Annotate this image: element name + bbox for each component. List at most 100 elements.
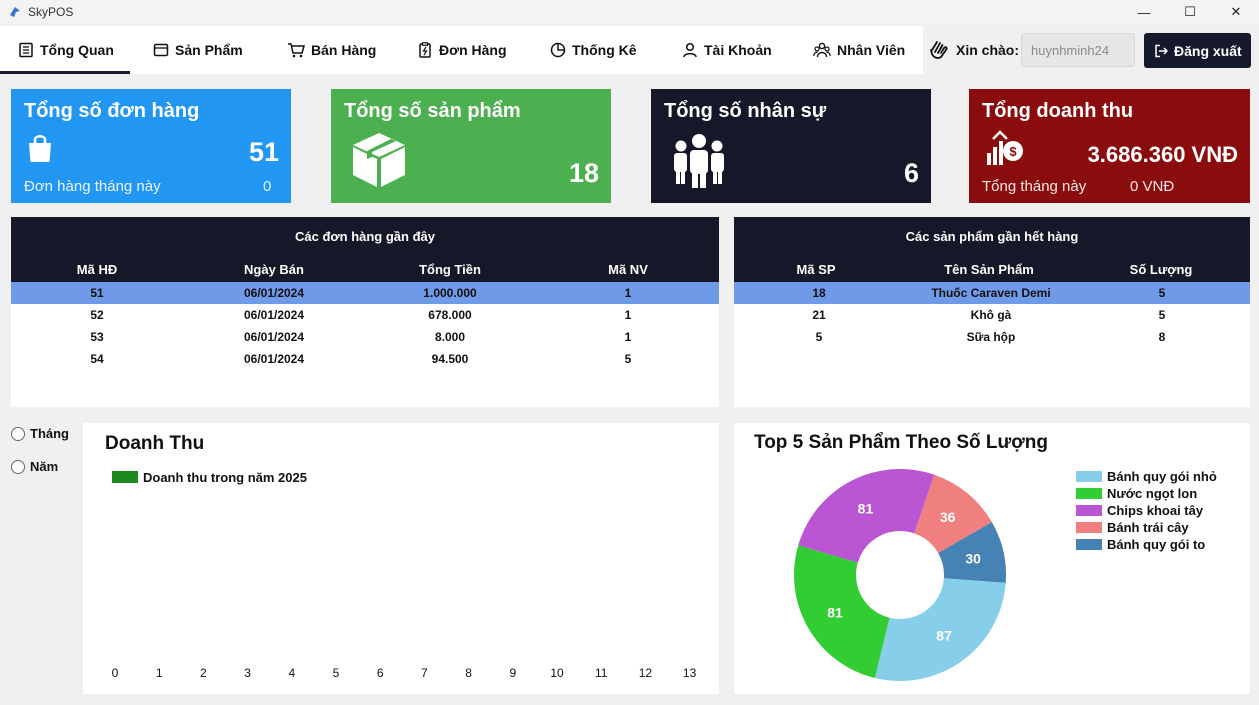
card-sub-value: 0 xyxy=(263,178,272,195)
table-cell: Thuốc Caraven Demi xyxy=(931,286,1051,300)
x-tick-label: 7 xyxy=(421,666,428,680)
receipt-icon xyxy=(419,42,431,58)
nav-orders[interactable]: Đơn Hàng xyxy=(417,26,507,74)
legend-label: Doanh thu trong năm 2025 xyxy=(143,470,307,485)
table-cell: Khô gà xyxy=(970,308,1012,322)
table-cell: 5 xyxy=(624,352,632,366)
table-row[interactable]: 5 Sữa hộp 8 xyxy=(734,326,1250,348)
table-cell: 1.000.000 xyxy=(423,286,477,300)
card-total-orders: Tổng số đơn hàng 51 Đơn hàng tháng này 0 xyxy=(11,89,291,203)
pie-slice[interactable] xyxy=(798,469,935,563)
nav-label: Tổng Quan xyxy=(40,42,114,58)
legend-label: Chips khoai tây xyxy=(1107,503,1204,518)
users-icon xyxy=(813,42,831,58)
column-header[interactable]: Ngày Bán xyxy=(244,262,304,277)
nav-label: Sản Phẩm xyxy=(175,42,243,58)
column-header[interactable]: Mã NV xyxy=(608,262,648,277)
table-row[interactable]: 54 06/01/2024 94.500 5 xyxy=(11,348,719,370)
low-stock-table: Các sản phẩm gần hết hàng Mã SP Tên Sản … xyxy=(734,217,1250,407)
table-cell: Sữa hộp xyxy=(966,330,1016,344)
nav-label: Bán Hàng xyxy=(311,42,377,58)
x-tick-label: 8 xyxy=(465,666,472,680)
maximize-button[interactable]: ☐ xyxy=(1184,4,1196,19)
table-cell: 8.000 xyxy=(434,330,466,344)
list-icon xyxy=(19,42,33,58)
username-field[interactable]: huynhminh24 xyxy=(1021,33,1135,67)
column-header[interactable]: Mã HĐ xyxy=(76,262,118,277)
card-title: Tổng số đơn hàng xyxy=(24,100,200,122)
column-header[interactable]: Mã SP xyxy=(796,262,836,277)
radio-label: Tháng xyxy=(30,426,69,441)
legend-swatch xyxy=(1076,522,1102,533)
pie-chart-icon xyxy=(550,42,566,58)
table-cell: 06/01/2024 xyxy=(243,352,305,366)
pie-slice[interactable] xyxy=(938,522,1006,583)
card-total-staff: Tổng số nhân sự 6 xyxy=(651,89,931,203)
pie-value-label: 30 xyxy=(965,550,981,566)
pie-value-label: 81 xyxy=(827,605,843,621)
table-cell: 1 xyxy=(624,330,632,344)
table-cell: 06/01/2024 xyxy=(243,330,305,344)
card-total-revenue: Tổng doanh thu $ 3.686.360 VNĐ Tổng thán… xyxy=(969,89,1250,203)
table-cell: 21 xyxy=(812,308,826,322)
column-header[interactable]: Tên Sản Phẩm xyxy=(944,262,1034,277)
nav-account[interactable]: Tài Khoản xyxy=(682,26,772,74)
table-row[interactable]: 18 Thuốc Caraven Demi 5 xyxy=(734,282,1250,304)
nav-label: Tài Khoản xyxy=(704,42,772,58)
legend-label: Bánh trái cây xyxy=(1107,520,1189,535)
nav-overview[interactable]: Tổng Quan xyxy=(18,26,114,74)
close-button[interactable]: ✕ xyxy=(1230,4,1242,19)
logout-button[interactable]: Đăng xuất xyxy=(1144,33,1251,68)
table-row[interactable]: 52 06/01/2024 678.000 1 xyxy=(11,304,719,326)
legend-label: Bánh quy gói nhỏ xyxy=(1107,469,1217,484)
team-icon xyxy=(674,134,724,188)
nav-sales[interactable]: Bán Hàng xyxy=(287,26,376,74)
month-radio[interactable]: Tháng xyxy=(11,426,69,441)
table-cell: 53 xyxy=(90,330,104,344)
table-title: Các đơn hàng gần đây xyxy=(295,229,435,244)
table-cell: 18 xyxy=(812,286,826,300)
legend-item: Bánh trái cây xyxy=(1076,520,1189,535)
table-cell: 06/01/2024 xyxy=(243,286,305,300)
legend-label: Nước ngọt lon xyxy=(1107,486,1198,501)
legend-item: Bánh quy gói nhỏ xyxy=(1076,469,1217,484)
nav-label: Nhân Viên xyxy=(837,42,906,58)
user-icon xyxy=(683,42,697,58)
pie-slice[interactable] xyxy=(794,545,890,678)
logout-icon xyxy=(1155,44,1168,57)
column-header[interactable]: Số Lượng xyxy=(1129,262,1193,277)
title-bar: SkyPOS — ☐ ✕ xyxy=(0,0,1259,24)
main-nav: Tổng Quan Sản Phẩm Bán Hàng Đơn Hàng Thố… xyxy=(0,26,923,74)
x-tick-label: 4 xyxy=(288,666,296,680)
year-radio[interactable]: Năm xyxy=(11,459,58,474)
x-tick-label: 0 xyxy=(111,666,119,680)
table-row[interactable]: 53 06/01/2024 8.000 1 xyxy=(11,326,719,348)
money-growth-icon: $ xyxy=(987,130,1023,165)
nav-staff[interactable]: Nhân Viên xyxy=(813,26,905,74)
card-title: Tổng số sản phẩm xyxy=(344,100,521,122)
legend-swatch xyxy=(1076,471,1102,482)
card-sub-label: Tổng tháng này xyxy=(982,178,1087,195)
table-cell: 5 xyxy=(815,330,823,344)
nav-products[interactable]: Sản Phẩm xyxy=(153,26,243,74)
greeting-label: Xin chào: xyxy=(956,42,1020,58)
pie-slice[interactable] xyxy=(874,578,1006,681)
box-icon xyxy=(153,43,169,57)
table-cell: 94.500 xyxy=(431,352,469,366)
nav-statistics[interactable]: Thống Kê xyxy=(550,26,637,74)
x-tick-label: 11 xyxy=(594,666,608,680)
table-row[interactable]: 21 Khô gà 5 xyxy=(734,304,1250,326)
table-row[interactable]: 51 06/01/2024 1.000.000 1 xyxy=(11,282,719,304)
chart-title: Top 5 Sản Phẩm Theo Số Lượng xyxy=(754,432,1048,453)
legend-swatch xyxy=(1076,505,1102,516)
nav-label: Đơn Hàng xyxy=(439,42,507,58)
table-cell: 5 xyxy=(1158,308,1166,322)
card-sub-value: 0 VNĐ xyxy=(1130,178,1175,195)
column-header[interactable]: Tổng Tiền xyxy=(419,262,481,277)
minimize-button[interactable]: — xyxy=(1137,4,1151,20)
x-tick-label: 2 xyxy=(200,666,207,680)
pie-value-label: 36 xyxy=(940,509,956,525)
shopping-bag-icon xyxy=(29,135,51,162)
pie-slice[interactable] xyxy=(914,474,992,553)
table-cell: 8 xyxy=(1158,330,1166,344)
